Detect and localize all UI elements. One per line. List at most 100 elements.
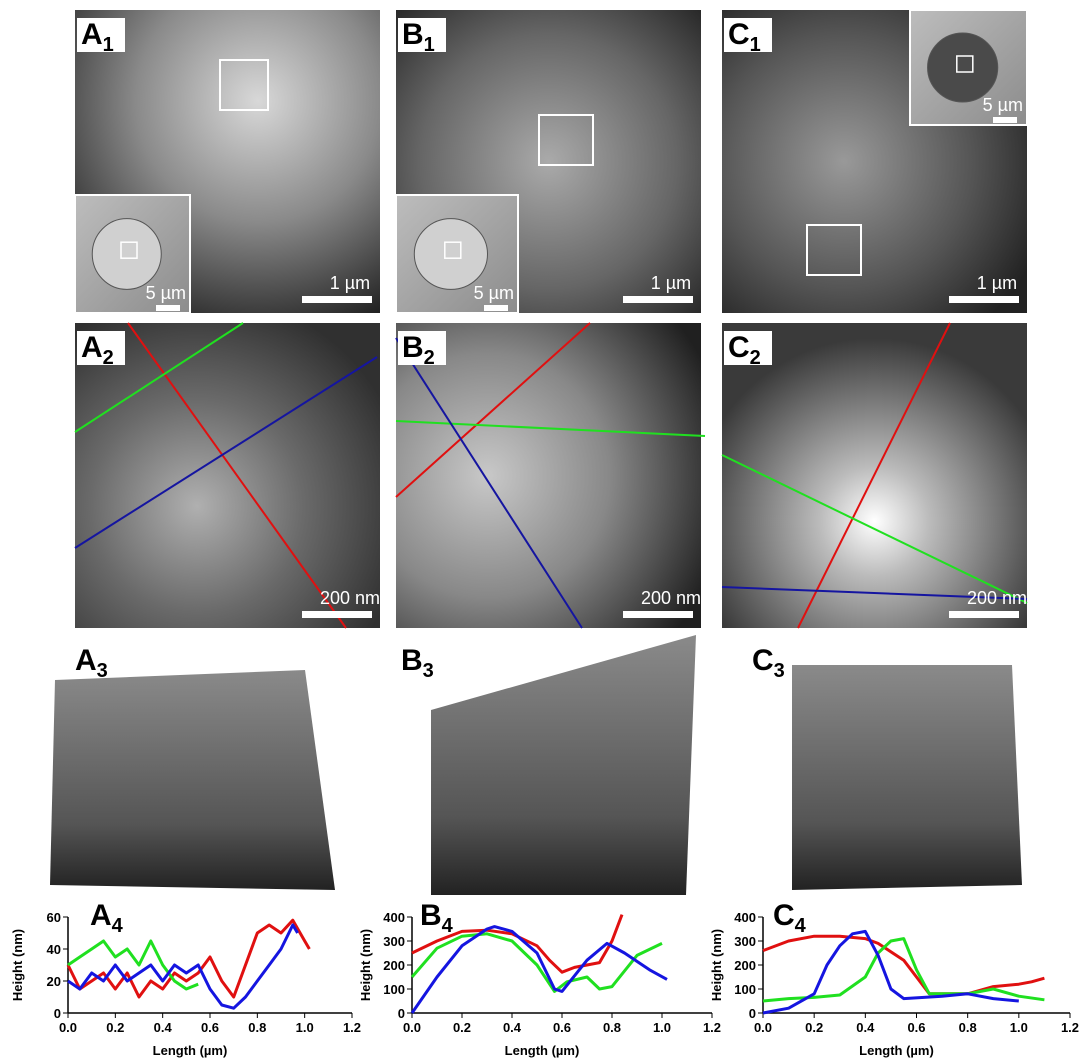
x-tick-label: 1.0 — [296, 1020, 314, 1035]
scale-label: 1 µm — [651, 273, 691, 293]
y-tick-label: 100 — [383, 982, 405, 997]
y-tick-label: 0 — [749, 1006, 756, 1021]
scale-label: 200 nm — [320, 588, 380, 608]
x-tick-label: 1.2 — [1061, 1020, 1079, 1035]
label-letter: B — [402, 331, 424, 364]
inset-scale-label: 5 µm — [983, 95, 1023, 115]
profile-curve — [763, 936, 1044, 994]
label-sub: 2 — [103, 347, 114, 369]
x-tick-label: 0.6 — [201, 1020, 219, 1035]
x-tick-label: 1.0 — [1010, 1020, 1028, 1035]
scale-bar — [302, 611, 372, 618]
label-sub: 1 — [750, 34, 761, 56]
y-tick-label: 100 — [734, 982, 756, 997]
y-tick-label: 300 — [383, 934, 405, 949]
x-tick-label: 1.2 — [703, 1020, 721, 1035]
panel-label: A4 — [90, 899, 124, 937]
y-axis-label: Height (nm) — [10, 929, 25, 1001]
afm-image — [75, 323, 380, 628]
y-tick-label: 60 — [47, 910, 61, 925]
scale-bar — [623, 611, 693, 618]
x-axis-label: Length (µm) — [505, 1043, 580, 1058]
x-tick-label: 0.8 — [248, 1020, 266, 1035]
x-tick-label: 0.2 — [453, 1020, 471, 1035]
inset-scale-label: 5 µm — [474, 283, 514, 303]
x-tick-label: 0.4 — [154, 1020, 173, 1035]
scale-bar — [949, 296, 1019, 303]
inset-particle — [414, 219, 487, 290]
profile-curve — [68, 925, 298, 1008]
panel-label: A3 — [75, 644, 108, 682]
y-tick-label: 0 — [54, 1006, 61, 1021]
surface-3d — [431, 635, 696, 895]
label-sub: 1 — [424, 34, 435, 56]
label-letter: A — [81, 18, 103, 51]
label-letter: A — [75, 644, 97, 677]
label-letter: C — [752, 644, 774, 677]
panel-label: B3 — [401, 644, 434, 682]
label-letter: A — [81, 331, 103, 364]
x-tick-label: 0.8 — [959, 1020, 977, 1035]
inset-scale-label: 5 µm — [146, 283, 186, 303]
label-letter: B — [402, 18, 424, 51]
profile-curve — [763, 939, 1044, 1001]
label-letter: A — [90, 899, 112, 932]
figure: 5 µm1 µmA15 µm1 µmB15 µm1 µmC1200 nmA220… — [0, 0, 1082, 1061]
label-letter: C — [773, 899, 795, 932]
x-axis-label: Length (µm) — [153, 1043, 228, 1058]
afm-image — [396, 323, 701, 628]
scale-bar — [302, 296, 372, 303]
y-tick-label: 40 — [47, 942, 61, 957]
label-sub: 4 — [112, 915, 124, 937]
scale-bar — [949, 611, 1019, 618]
label-letter: C — [728, 18, 750, 51]
x-tick-label: 0.2 — [106, 1020, 124, 1035]
label-letter: B — [420, 899, 442, 932]
x-tick-label: 0.4 — [856, 1020, 875, 1035]
scale-bar — [623, 296, 693, 303]
scale-label: 200 nm — [967, 588, 1027, 608]
x-tick-label: 1.0 — [653, 1020, 671, 1035]
x-tick-label: 0.0 — [59, 1020, 77, 1035]
y-tick-label: 0 — [398, 1006, 405, 1021]
inset-scale-bar — [993, 117, 1017, 123]
label-letter: C — [728, 331, 750, 364]
x-axis-label: Length (µm) — [859, 1043, 934, 1058]
x-tick-label: 0.0 — [754, 1020, 772, 1035]
y-tick-label: 400 — [383, 910, 405, 925]
x-tick-label: 0.0 — [403, 1020, 421, 1035]
surface-3d — [50, 670, 335, 890]
label-sub: 4 — [795, 915, 807, 937]
label-sub: 2 — [750, 347, 761, 369]
profile-curve — [763, 931, 1019, 1013]
label-sub: 2 — [424, 347, 435, 369]
y-tick-label: 20 — [47, 974, 61, 989]
x-tick-label: 0.6 — [553, 1020, 571, 1035]
label-sub: 3 — [97, 660, 108, 682]
y-tick-label: 200 — [734, 958, 756, 973]
scale-label: 200 nm — [641, 588, 701, 608]
x-tick-label: 0.2 — [805, 1020, 823, 1035]
scale-label: 1 µm — [977, 273, 1017, 293]
inset-particle — [92, 219, 161, 290]
label-letter: B — [401, 644, 423, 677]
y-tick-label: 300 — [734, 934, 756, 949]
inset-scale-bar — [484, 305, 508, 311]
x-tick-label: 1.2 — [343, 1020, 361, 1035]
y-axis-label: Height (nm) — [709, 929, 724, 1001]
panel-label: B4 — [420, 899, 454, 937]
panel-label: C3 — [752, 644, 785, 682]
inset-particle — [928, 33, 998, 102]
inset-scale-bar — [156, 305, 180, 311]
y-tick-label: 200 — [383, 958, 405, 973]
y-tick-label: 400 — [734, 910, 756, 925]
label-sub: 3 — [774, 660, 785, 682]
x-tick-label: 0.8 — [603, 1020, 621, 1035]
panel-label: C4 — [773, 899, 807, 937]
x-tick-label: 0.6 — [907, 1020, 925, 1035]
x-tick-label: 0.4 — [503, 1020, 522, 1035]
scale-label: 1 µm — [330, 273, 370, 293]
label-sub: 4 — [442, 915, 454, 937]
label-sub: 3 — [423, 660, 434, 682]
surface-3d — [792, 665, 1022, 890]
